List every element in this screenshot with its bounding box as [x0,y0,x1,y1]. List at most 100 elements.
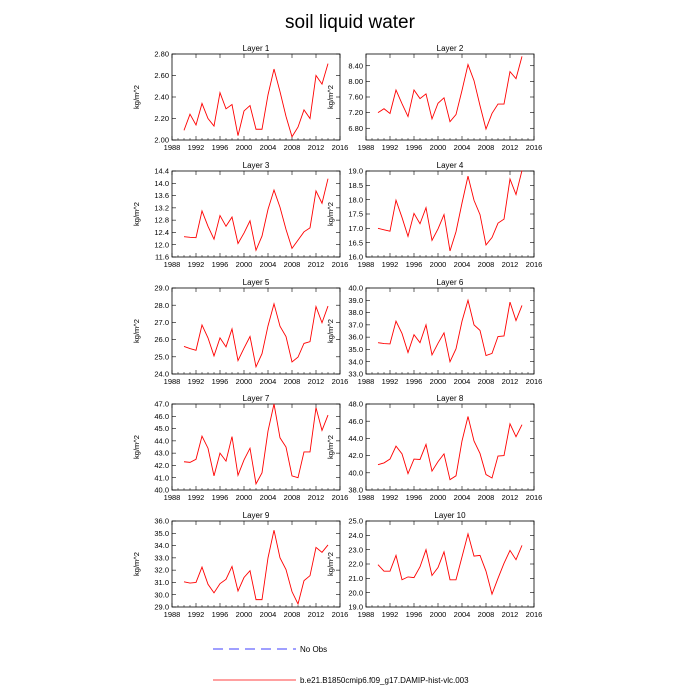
x-tick-label: 2000 [430,377,447,386]
x-tick-label: 2004 [454,493,471,502]
y-tick-label: 41.0 [154,473,169,482]
y-tick-label: 20.0 [348,588,363,597]
x-tick-label: 2000 [236,377,253,386]
y-tick-label: 18.0 [348,195,363,204]
x-tick-label: 2000 [430,493,447,502]
plot-frame [365,170,535,258]
y-tick-label: 46.0 [154,412,169,421]
x-tick-label: 1996 [212,377,229,386]
panel-title: Layer 3 [243,161,270,170]
y-tick-label: 38.0 [348,308,363,317]
y-tick-label: 12.4 [154,228,169,237]
y-tick-label: 25.0 [348,517,363,526]
y-tick-label: 28.0 [154,301,169,310]
series-line [183,302,329,369]
x-tick-label: 1988 [164,377,181,386]
plot-frame [171,287,341,375]
y-tick-label: 35.0 [348,345,363,354]
x-tick-label: 2016 [526,493,543,502]
y-tick-label: 46.0 [348,417,363,426]
y-axis-label: kg/m^2 [326,552,335,576]
y-tick-label: 40.0 [154,486,169,495]
y-tick-label: 40.0 [348,468,363,477]
y-tick-label: 2.60 [154,71,169,80]
y-tick-label: 43.0 [154,449,169,458]
y-tick-label: 42.0 [154,461,169,470]
y-tick-label: 17.5 [348,210,363,219]
y-tick-label: 2.20 [154,114,169,123]
x-tick-label: 1988 [164,493,181,502]
series-line [377,170,523,252]
x-tick-label: 2012 [502,610,519,619]
x-tick-label: 1992 [188,377,205,386]
y-tick-label: 33.0 [348,370,363,379]
x-tick-label: 1988 [358,143,375,152]
panel-title: Layer 1 [243,44,270,53]
x-tick-label: 1992 [382,493,399,502]
y-tick-label: 17.0 [348,224,363,233]
y-tick-label: 7.20 [348,108,363,117]
x-tick-label: 1992 [382,377,399,386]
y-tick-label: 45.0 [154,424,169,433]
y-axis-label: kg/m^2 [326,319,335,343]
panel-title: Layer 9 [243,511,270,520]
panel-layer-5: Layer 5 1988 1992 1996 2000 2004 2008 2012 2016 2… [132,278,348,386]
x-tick-label: 1988 [358,377,375,386]
y-tick-label: 38.0 [348,486,363,495]
y-axis-label: kg/m^2 [132,85,141,109]
y-tick-label: 40.0 [348,284,363,293]
series-line [183,178,329,252]
panel-title: Layer 2 [437,44,464,53]
y-tick-label: 2.80 [154,50,169,59]
y-tick-label: 31.0 [154,578,169,587]
x-tick-label: 1992 [188,493,205,502]
x-tick-label: 2004 [260,260,277,269]
plot-frame [171,170,341,258]
x-tick-label: 2004 [260,377,277,386]
x-tick-label: 1992 [188,610,205,619]
x-tick-label: 2004 [260,493,277,502]
x-tick-label: 2004 [454,143,471,152]
x-tick-label: 1988 [164,143,181,152]
x-tick-label: 2012 [502,143,519,152]
y-tick-label: 37.0 [348,320,363,329]
x-tick-label: 1992 [188,260,205,269]
x-tick-label: 2008 [478,493,495,502]
x-tick-label: 1992 [382,610,399,619]
y-axis-label: kg/m^2 [132,319,141,343]
y-tick-label: 30.0 [154,590,169,599]
series-line [377,532,523,596]
x-tick-label: 2000 [430,260,447,269]
y-tick-label: 22.0 [348,560,363,569]
y-tick-label: 8.00 [348,77,363,86]
x-tick-label: 1996 [406,493,423,502]
x-tick-label: 1988 [164,260,181,269]
y-tick-label: 12.8 [154,216,169,225]
series-line [377,416,523,481]
x-tick-label: 1992 [382,260,399,269]
y-tick-label: 36.0 [154,517,169,526]
x-tick-label: 2000 [236,610,253,619]
panel-title: Layer 4 [437,161,464,170]
x-tick-label: 2004 [454,610,471,619]
x-tick-label: 1996 [406,610,423,619]
plot-frame [171,520,341,608]
x-tick-label: 2004 [260,610,277,619]
panel-layer-2: Layer 2 1988 1992 1996 2000 2004 2008 2012 2016 6… [326,44,542,152]
y-tick-label: 35.0 [154,529,169,538]
legend-series-label: b.e21.B1850cmip6.f09_g17.DAMIP-hist-vlc.… [300,676,469,685]
x-tick-label: 1992 [188,143,205,152]
series-line [183,63,329,138]
y-tick-label: 14.4 [154,167,169,176]
x-tick-label: 2016 [332,493,349,502]
x-tick-label: 2000 [236,260,253,269]
chart-title: soil liquid water [285,12,416,33]
panel-layer-3: Layer 3 1988 1992 1996 2000 2004 2008 2012 2016 1… [132,161,348,269]
y-tick-label: 6.80 [348,124,363,133]
plot-frame [365,520,535,608]
y-tick-label: 16.0 [348,253,363,262]
x-tick-label: 2016 [332,377,349,386]
series-line [377,298,523,364]
